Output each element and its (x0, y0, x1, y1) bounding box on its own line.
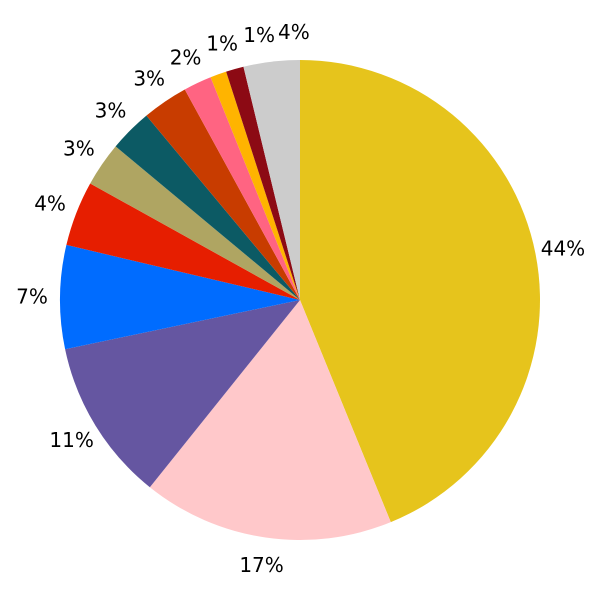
pie-slice (90, 146, 300, 300)
slice-label: 2% (170, 46, 202, 70)
pie-slice (66, 183, 300, 300)
pie-slice (184, 77, 300, 301)
slice-label: 7% (16, 285, 48, 309)
pie-slice (59, 244, 300, 350)
pie-slice (115, 115, 300, 300)
slice-label: 4% (278, 20, 310, 44)
slice-label: 1% (206, 32, 238, 56)
pie-slice (65, 300, 300, 488)
slice-label: 4% (34, 191, 66, 215)
pie-slices (59, 60, 541, 540)
pie-slice (149, 300, 391, 540)
slice-label: 3% (133, 66, 165, 90)
slice-label: 3% (95, 98, 127, 122)
slice-label: 11% (49, 428, 93, 452)
pie-slice (210, 71, 300, 301)
pie-slice (300, 60, 541, 523)
pie-slice (226, 66, 300, 301)
pie-labels: 44%17%11%7%4%3%3%3%2%1% 1% 4% (16, 20, 585, 577)
pie-slice (146, 89, 300, 300)
slice-label: 17% (239, 553, 283, 577)
slice-label: 3% (63, 137, 95, 161)
pie-slice (243, 60, 300, 300)
slice-label: 1% (243, 23, 275, 47)
slice-label: 44% (541, 236, 585, 260)
